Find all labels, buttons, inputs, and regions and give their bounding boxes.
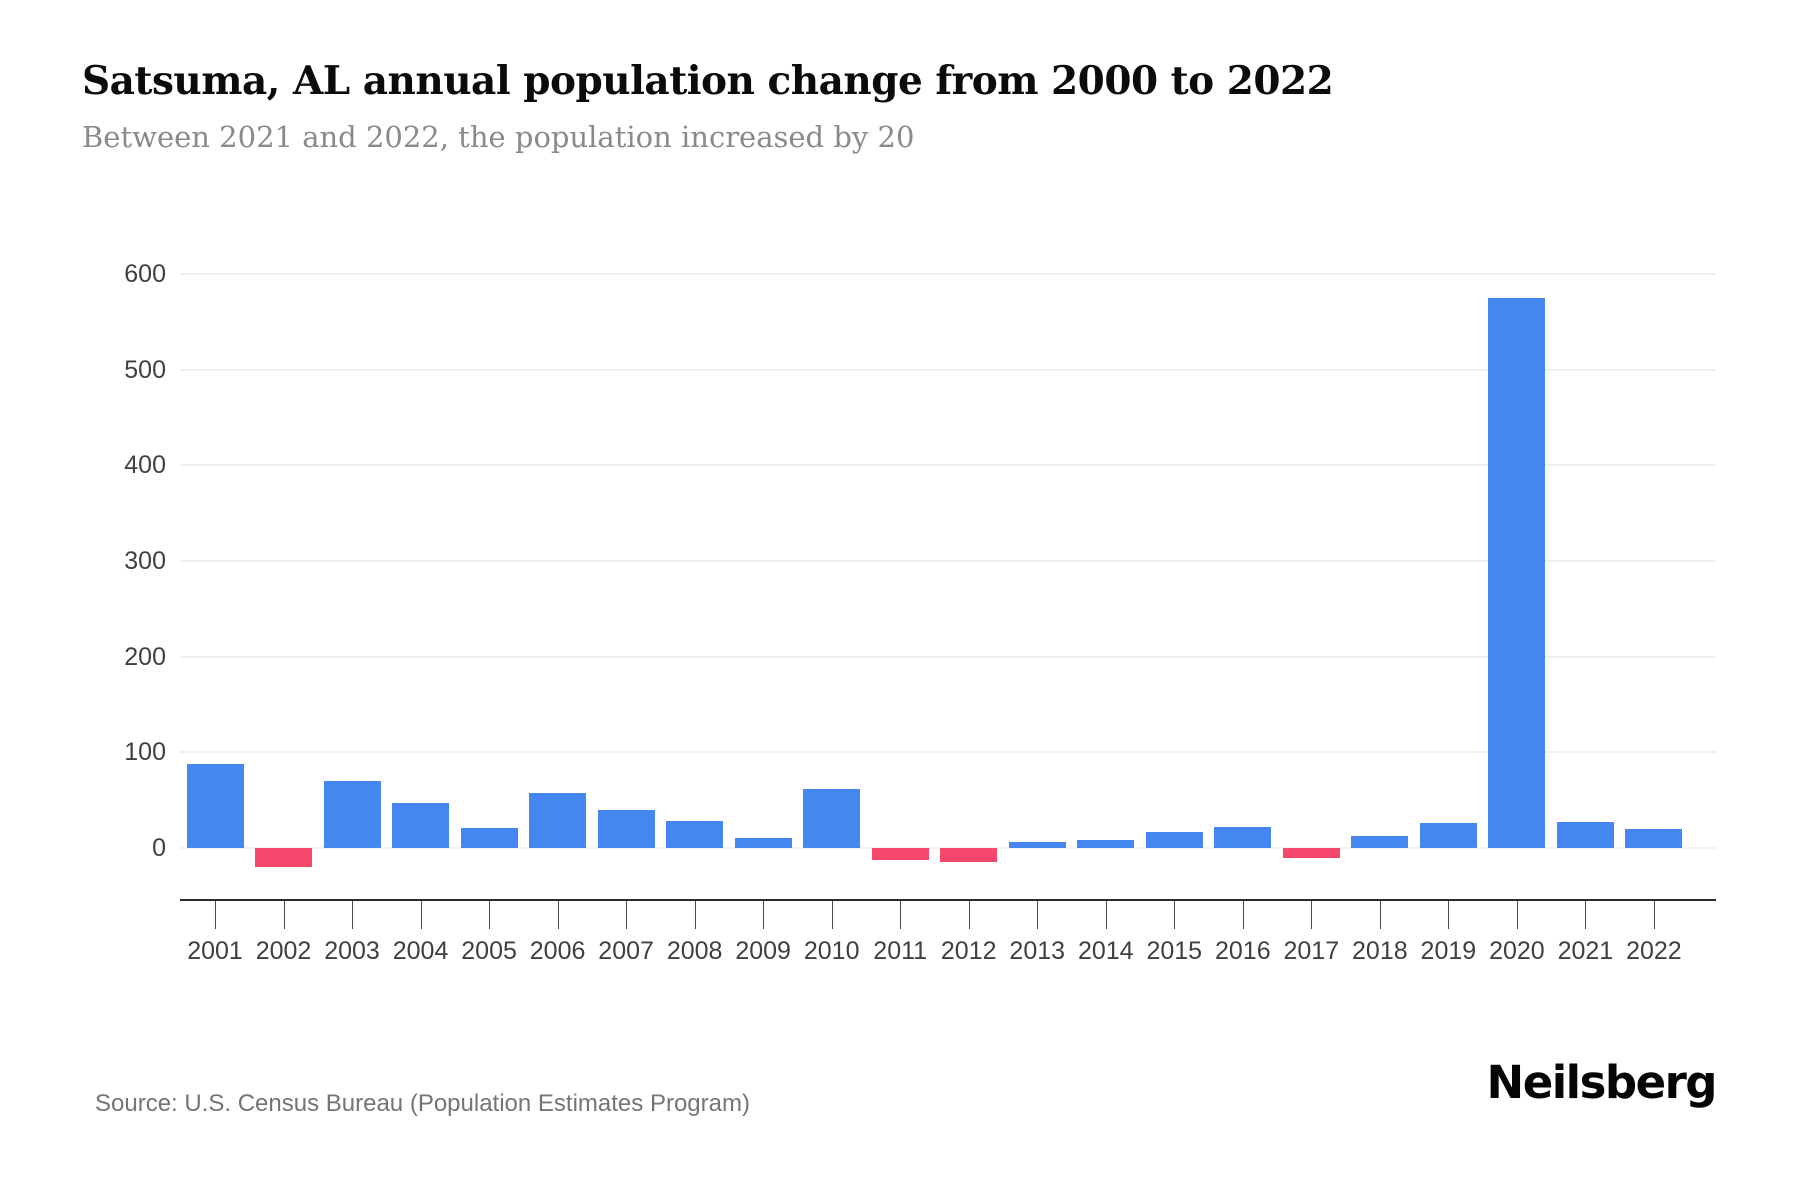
x-tick-label: 2014 (1077, 937, 1134, 965)
x-tick-label: 2022 (1626, 937, 1682, 965)
bar-2013[interactable] (1008, 842, 1066, 848)
x-tick (1379, 901, 1381, 929)
bar-2006[interactable] (529, 793, 587, 848)
y-gridline (180, 464, 1716, 467)
x-tick-label: 2013 (1009, 937, 1066, 965)
x-tick (1585, 901, 1587, 929)
x-tick-label: 2006 (529, 937, 586, 965)
bar-2002[interactable] (255, 848, 313, 868)
bar-2012[interactable] (940, 848, 998, 863)
x-tick (215, 901, 216, 929)
x-tick-label: 2017 (1283, 937, 1340, 965)
x-tick-label: 2005 (461, 937, 517, 965)
x-tick-label: 2015 (1146, 937, 1203, 965)
x-tick-label: 2007 (598, 937, 654, 965)
bar-2011[interactable] (871, 848, 929, 861)
bar-2022[interactable] (1625, 828, 1683, 848)
x-tick (1174, 901, 1176, 929)
page-subtitle: Between 2021 and 2022, the population in… (82, 120, 915, 154)
y-gridline (180, 368, 1716, 371)
x-tick (557, 901, 559, 929)
bar-2009[interactable] (734, 838, 792, 848)
x-tick-label: 2016 (1214, 937, 1271, 965)
x-tick-label: 2001 (187, 937, 243, 965)
x-tick-label: 2004 (392, 937, 449, 965)
x-tick (1516, 901, 1518, 929)
bar-2007[interactable] (597, 809, 655, 848)
x-tick (489, 901, 491, 929)
bar-2005[interactable] (460, 827, 518, 848)
x-tick-label: 2020 (1489, 937, 1545, 965)
y-tick-label: 200 (124, 642, 166, 671)
bar-2001[interactable] (186, 763, 244, 848)
x-tick-label: 2008 (666, 937, 723, 965)
y-tick-label: 0 (152, 834, 166, 862)
x-tick (763, 901, 765, 929)
x-tick-label: 2011 (873, 937, 928, 965)
y-gridline (180, 559, 1716, 562)
x-axis-line (180, 899, 1716, 901)
y-gridline (180, 751, 1716, 754)
y-gridline (180, 272, 1716, 275)
x-tick (831, 901, 833, 929)
x-tick-label: 2002 (255, 937, 312, 965)
neilsberg-logo[interactable]: Neilsberg (1486, 1056, 1718, 1109)
x-tick (1242, 901, 1244, 929)
bar-2003[interactable] (323, 781, 381, 848)
bar-2008[interactable] (666, 821, 724, 848)
bar-2017[interactable] (1282, 848, 1340, 858)
x-tick-label: 2009 (735, 937, 791, 965)
x-tick-label: 2010 (803, 937, 860, 965)
x-tick (1037, 901, 1039, 929)
x-tick (900, 901, 902, 929)
x-tick (1448, 901, 1450, 929)
x-tick (1105, 901, 1107, 929)
y-tick-label: 100 (124, 738, 166, 767)
bar-2021[interactable] (1556, 822, 1614, 848)
x-tick (694, 901, 696, 929)
y-tick-label: 500 (124, 355, 166, 384)
x-tick (420, 901, 422, 929)
x-tick (1311, 901, 1313, 929)
x-tick-label: 2012 (940, 937, 997, 965)
bar-2019[interactable] (1419, 823, 1477, 848)
x-tick (968, 901, 970, 929)
bar-2014[interactable] (1077, 840, 1135, 848)
y-tick-label: 600 (124, 259, 166, 288)
bar-2020[interactable] (1488, 297, 1546, 848)
x-tick-label: 2003 (324, 937, 380, 965)
y-tick-label: 400 (124, 451, 166, 480)
bar-2015[interactable] (1145, 831, 1203, 848)
x-tick (626, 901, 628, 929)
x-tick (283, 901, 285, 929)
x-tick-label: 2018 (1352, 937, 1408, 965)
bar-2004[interactable] (392, 803, 450, 848)
page-title: Satsuma, AL annual population change fro… (82, 58, 1334, 104)
y-tick-label: 300 (124, 546, 166, 575)
bar-2010[interactable] (803, 788, 861, 848)
bar-2016[interactable] (1214, 826, 1272, 848)
bar-2018[interactable] (1351, 835, 1409, 848)
x-tick (352, 901, 354, 929)
x-tick (1653, 901, 1655, 929)
x-tick-label: 2019 (1420, 937, 1477, 965)
source-note: Source: U.S. Census Bureau (Population E… (95, 1090, 750, 1117)
y-gridline (180, 655, 1716, 658)
x-tick-label: 2021 (1557, 937, 1614, 965)
